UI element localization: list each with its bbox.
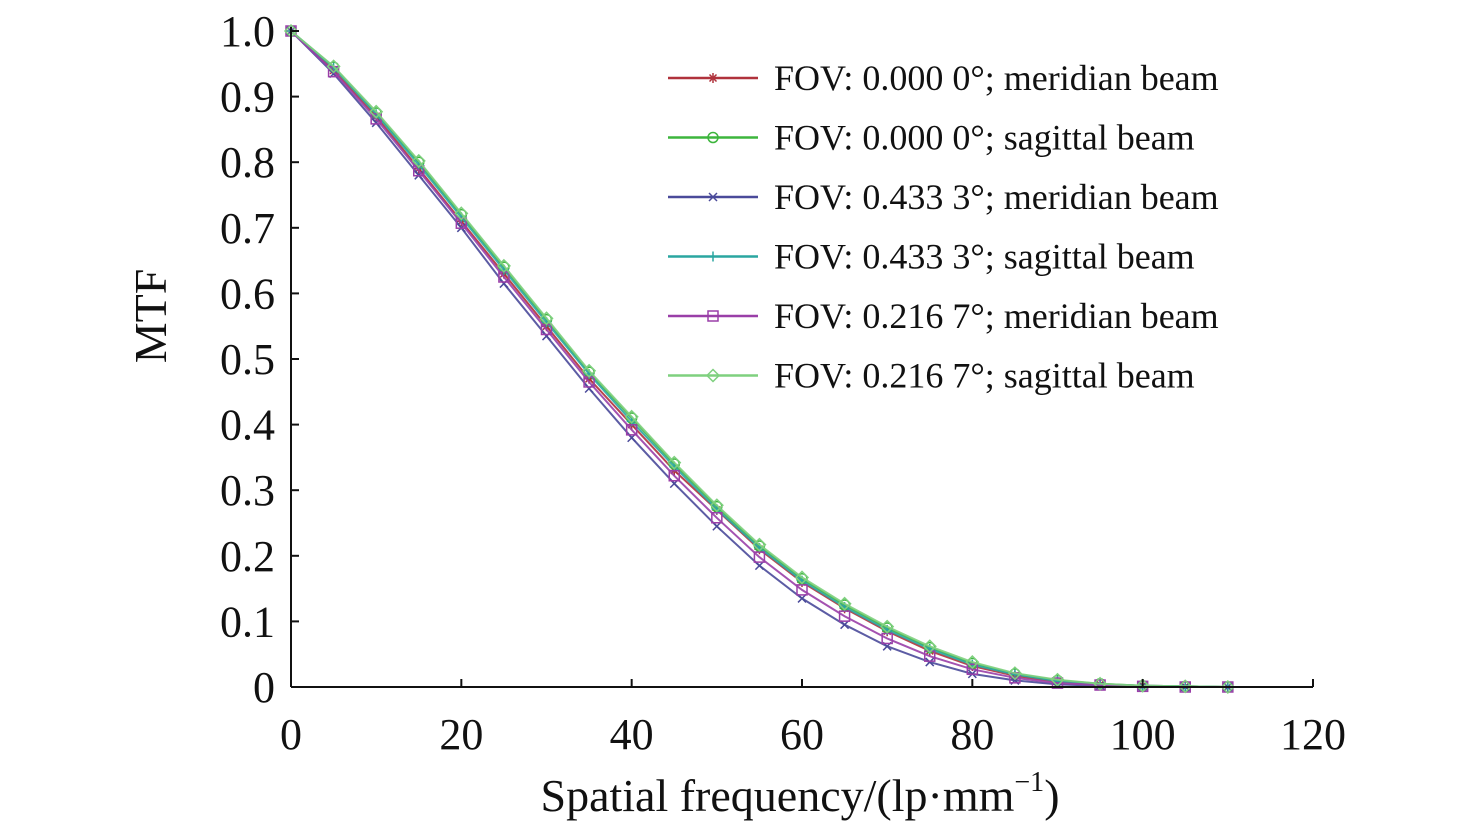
y-tick-label: 0.7 [220,204,275,253]
legend-item-5: FOV: 0.216 7°; meridian beam [668,296,1219,336]
series-line-5 [290,30,1228,688]
data-point [496,258,511,273]
x-axis-title-suffix: ) [1044,770,1059,821]
x-axis-title: Spatial frequency/(lp·mm−1) [540,767,1059,821]
data-point [1135,678,1150,693]
data-point [924,650,936,662]
legend-marker [708,192,718,202]
y-tick-label: 0.5 [220,335,275,384]
data-point [454,206,469,221]
legend-item-3: FOV: 0.433 3°; meridian beam [668,177,1219,217]
x-tick-label: 100 [1110,710,1176,759]
data-point [1178,679,1193,694]
y-tick-label: 0 [253,663,275,712]
legend: FOV: 0.000 0°; meridian beam FOV: 0.000 0… [668,58,1219,396]
data-point [922,639,937,654]
data-point [753,551,766,563]
data-point [625,424,638,436]
axes: 0 0.1 0.2 0.3 0.4 0.5 0.6 0.7 0.8 0.9 1.0 0 20 40 60 80… [220,7,1346,759]
data-point [1050,672,1065,687]
legend-label: FOV: 0.433 3°; sagittal beam [774,237,1195,277]
data-point [539,311,554,326]
y-tick-label: 0.4 [220,401,275,450]
data-point [711,512,723,524]
data-point [840,620,850,630]
data-point [754,561,764,571]
data-point [1093,676,1108,691]
series-layer [283,23,1235,695]
legend-item-6: FOV: 0.216 7°; sagittal beam [668,356,1195,396]
data-point [837,596,852,611]
y-tick-label: 0.6 [220,269,275,318]
data-point [326,59,341,74]
x-tick-label: 60 [780,710,824,759]
legend-marker [708,73,718,83]
data-point [880,619,895,634]
x-tick-label: 0 [280,710,302,759]
data-point [411,153,426,168]
x-tick-label: 120 [1280,710,1346,759]
legend-marker [707,131,719,144]
legend-marker [707,310,719,322]
data-point [371,118,381,128]
data-point [1007,666,1022,681]
data-point [966,663,979,676]
data-point [965,655,980,670]
legend-label: FOV: 0.000 0°; sagittal beam [774,118,1195,158]
x-axis-title-main: Spatial frequency/(lp·mm [540,770,1014,821]
series-line-6 [290,30,1228,688]
x-tick-label: 80 [950,710,994,759]
legend-label: FOV: 0.216 7°; meridian beam [774,296,1219,336]
y-axis-title: MTF [125,269,176,364]
data-point [1051,677,1064,689]
data-point [712,521,722,531]
data-point [925,657,935,667]
y-tick-label: 0.3 [220,466,275,515]
x-axis-title-superscript: −1 [1014,767,1044,798]
legend-label: FOV: 0.216 7°; sagittal beam [774,356,1195,396]
data-point [624,409,639,424]
data-point [413,164,425,177]
x-tick-label: 40 [610,710,654,759]
data-point [667,455,682,470]
legend-item-1: FOV: 0.000 0°; meridian beam [668,58,1219,98]
legend-label: FOV: 0.433 3°; meridian beam [774,177,1219,217]
data-point [752,537,767,552]
y-tick-label: 0.8 [220,138,275,187]
series-6 [283,23,1235,695]
data-point [794,570,810,585]
y-tick-label: 1.0 [220,7,275,56]
data-point [838,610,851,622]
data-point [455,217,468,229]
legend-item-4: FOV: 0.433 3°; sagittal beam [668,237,1195,277]
data-point [582,363,597,378]
data-point [668,470,680,482]
data-point [709,498,724,513]
y-tick-label: 0.1 [220,597,275,646]
x-tick-label: 20 [439,710,483,759]
data-point [796,584,808,596]
legend-marker [705,368,721,383]
data-point [1220,679,1235,695]
legend-marker [708,251,718,262]
data-point [797,593,807,603]
legend-label: FOV: 0.000 0°; meridian beam [774,58,1219,98]
data-point [369,104,384,119]
legend-item-2: FOV: 0.000 0°; sagittal beam [668,118,1195,158]
y-tick-label: 0.9 [220,73,275,122]
y-tick-label: 0.2 [220,532,275,581]
